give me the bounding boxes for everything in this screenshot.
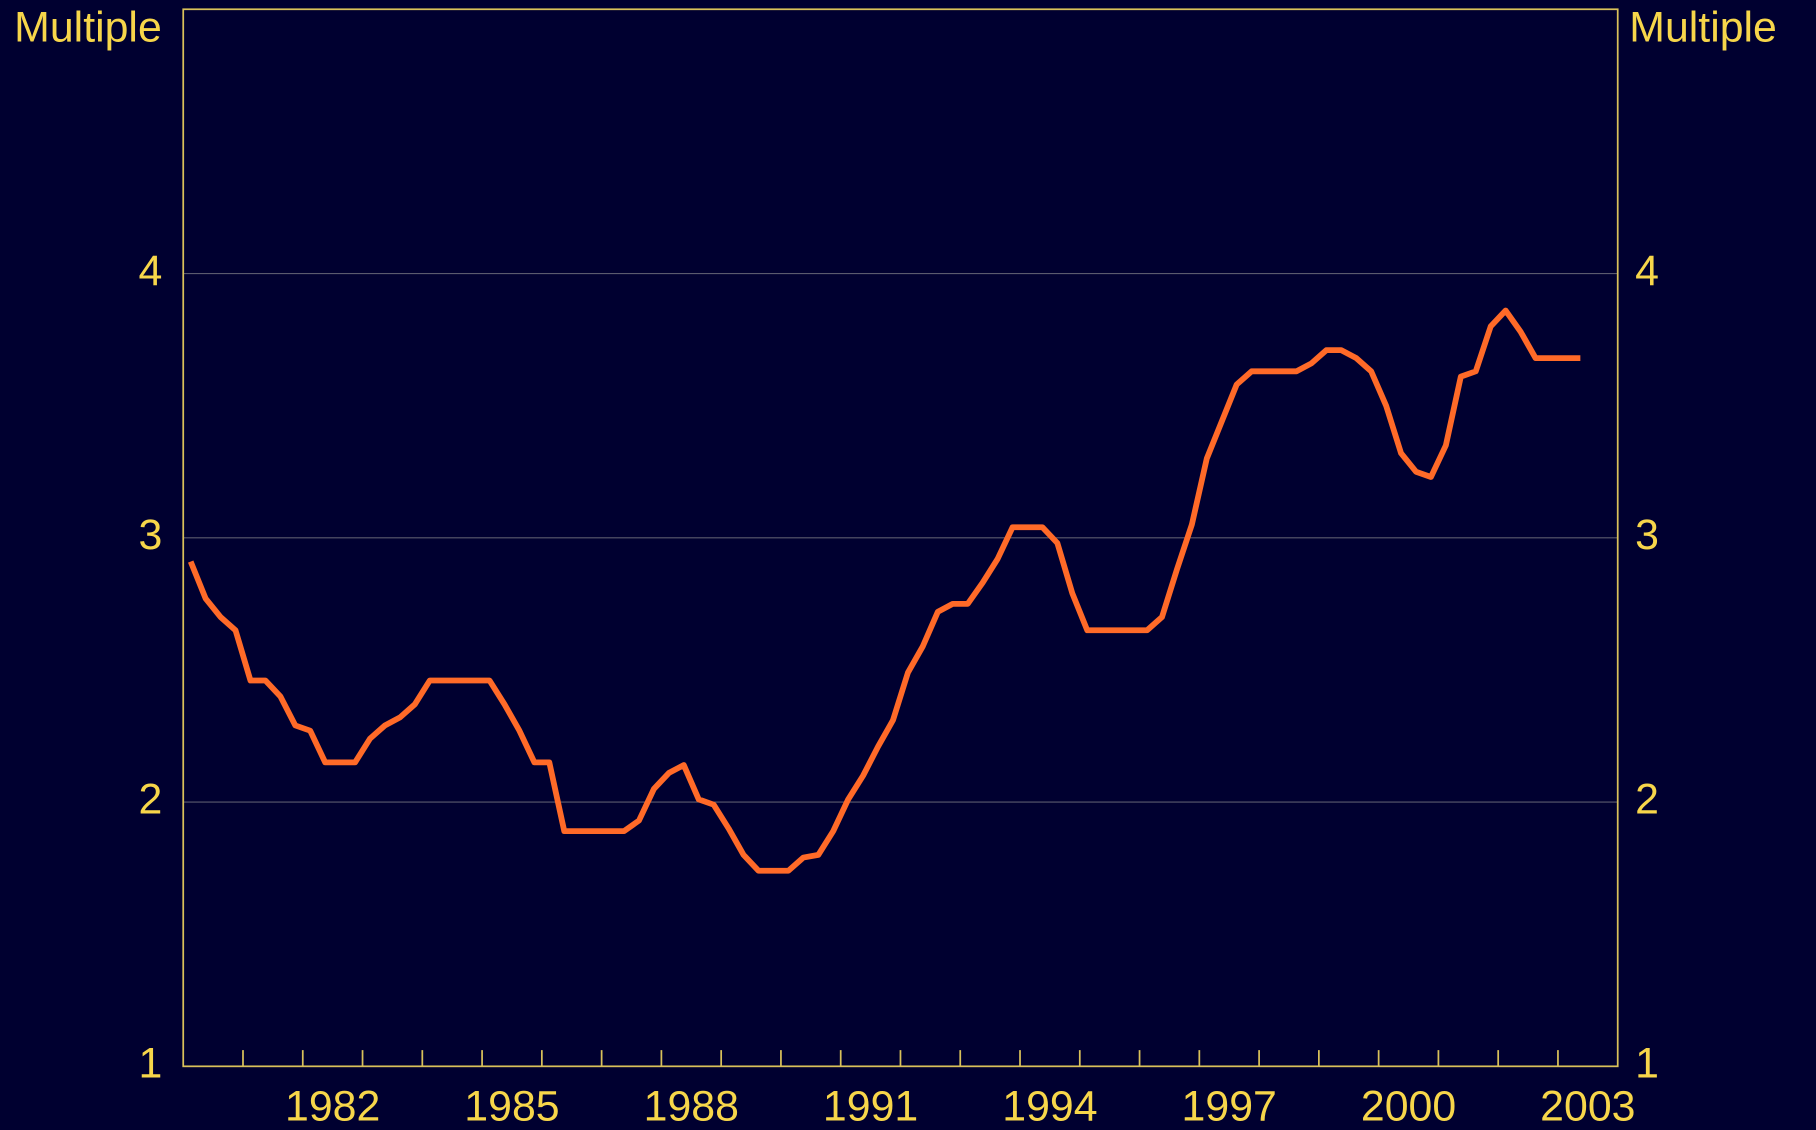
y2-tick-label: 1 xyxy=(1635,1040,1659,1088)
x-tick-label: 1982 xyxy=(285,1082,380,1130)
y2-axis-label: Multiple xyxy=(1629,3,1777,51)
y2-tick-label: 3 xyxy=(1635,511,1659,559)
x-tick-label: 1985 xyxy=(464,1082,559,1130)
y2-tick-label: 4 xyxy=(1635,247,1659,295)
x-tick-label: 1991 xyxy=(823,1082,918,1130)
x-tick-label: 2000 xyxy=(1361,1082,1456,1130)
x-tick-label: 1988 xyxy=(644,1082,739,1130)
x-tick-label: 2003 xyxy=(1540,1082,1635,1130)
y-tick-label: 1 xyxy=(139,1040,163,1088)
y-axis-label: Multiple xyxy=(14,3,162,51)
line xyxy=(188,307,1581,874)
x-tick-label: 1994 xyxy=(1002,1082,1097,1130)
plot-frame xyxy=(182,8,1619,1068)
y-tick-label: 2 xyxy=(139,775,163,823)
x-tick-label: 1997 xyxy=(1182,1082,1277,1130)
y2-tick-label: 2 xyxy=(1635,775,1659,823)
y-tick-label: 4 xyxy=(139,247,163,295)
y-tick-label: 3 xyxy=(139,511,163,559)
